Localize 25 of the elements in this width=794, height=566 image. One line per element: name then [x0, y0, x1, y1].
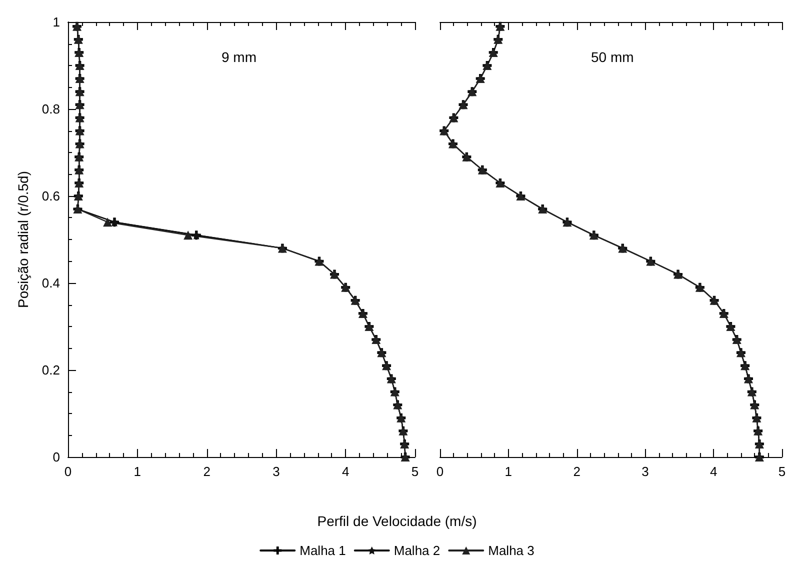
- x-tick-label: 0: [436, 464, 444, 479]
- legend-label: Malha 2: [394, 543, 440, 558]
- x-tick-label: 5: [778, 464, 786, 479]
- x-tick-label: 4: [342, 464, 350, 479]
- y-tick-label: 1: [52, 14, 60, 30]
- y-tick-label: 0.4: [42, 276, 60, 290]
- x-tick-label: 2: [573, 464, 580, 479]
- annotation: 50 mm: [591, 49, 634, 65]
- x-tick-label: 1: [134, 464, 142, 479]
- x-tick-label: 1: [504, 464, 512, 479]
- x-tick-label: 3: [642, 464, 649, 479]
- x-tick-label: 2: [203, 464, 210, 479]
- annotation: 9 mm: [222, 49, 256, 65]
- y-tick-label: 0.2: [42, 362, 60, 378]
- x-tick-label: 4: [710, 464, 718, 479]
- legend-label: Malha 3: [488, 543, 534, 558]
- x-axis-title: Perfil de Velocidade (m/s): [317, 513, 477, 529]
- x-tick-label: 0: [64, 464, 72, 479]
- legend-label: Malha 1: [300, 543, 346, 558]
- y-axis-title: Posição radial (r/0.5d): [15, 171, 31, 308]
- y-tick-label: 0: [52, 450, 60, 464]
- y-tick-label: 0.8: [42, 102, 60, 116]
- x-tick-label: 3: [272, 464, 280, 479]
- x-tick-label: 5: [411, 464, 419, 479]
- y-tick-label: 0.6: [42, 188, 60, 204]
